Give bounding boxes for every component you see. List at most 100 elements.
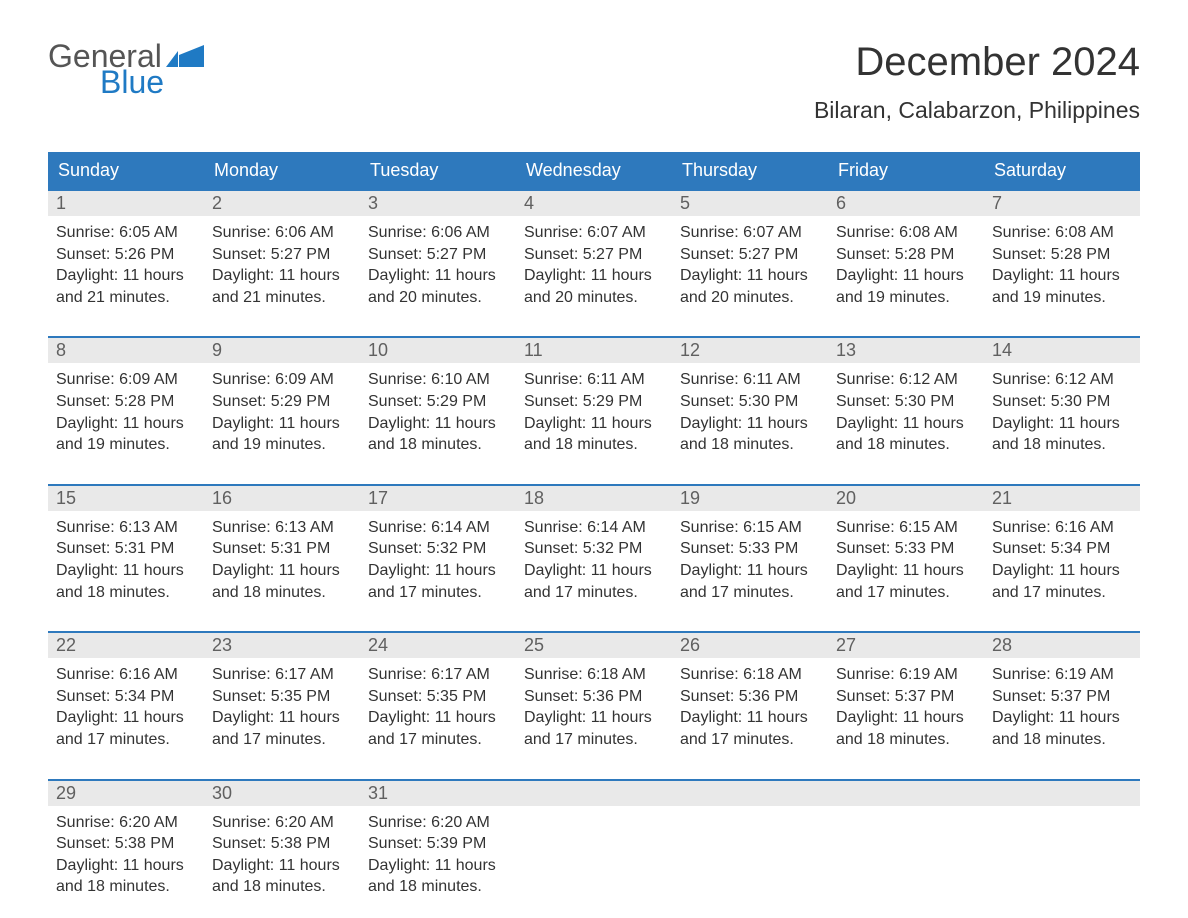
sunset-text: Sunset: 5:38 PM <box>56 833 196 855</box>
sunrise-text: Sunrise: 6:19 AM <box>992 664 1132 686</box>
sunset-text: Sunset: 5:32 PM <box>524 538 664 560</box>
daylight-text-1: Daylight: 11 hours <box>524 265 664 287</box>
daylight-text-2: and 17 minutes. <box>992 582 1132 604</box>
sunset-text: Sunset: 5:31 PM <box>56 538 196 560</box>
day-of-week-header: Sunday Monday Tuesday Wednesday Thursday… <box>48 152 1140 189</box>
day-number: 24 <box>360 633 516 658</box>
daylight-text-2: and 18 minutes. <box>524 434 664 456</box>
day-cell: Sunrise: 6:20 AMSunset: 5:38 PMDaylight:… <box>204 806 360 904</box>
sunset-text: Sunset: 5:35 PM <box>368 686 508 708</box>
daylight-text-2: and 19 minutes. <box>992 287 1132 309</box>
sunrise-text: Sunrise: 6:09 AM <box>56 369 196 391</box>
daylight-text-1: Daylight: 11 hours <box>368 413 508 435</box>
sunset-text: Sunset: 5:32 PM <box>368 538 508 560</box>
week-row: 891011121314Sunrise: 6:09 AMSunset: 5:28… <box>48 336 1140 461</box>
day-cell: Sunrise: 6:11 AMSunset: 5:29 PMDaylight:… <box>516 363 672 461</box>
sunset-text: Sunset: 5:29 PM <box>368 391 508 413</box>
daylight-text-1: Daylight: 11 hours <box>524 707 664 729</box>
week-row: 293031Sunrise: 6:20 AMSunset: 5:38 PMDay… <box>48 779 1140 904</box>
day-number: 4 <box>516 191 672 216</box>
sunrise-text: Sunrise: 6:15 AM <box>680 517 820 539</box>
dow-friday: Friday <box>828 152 984 189</box>
sunset-text: Sunset: 5:35 PM <box>212 686 352 708</box>
day-cell: Sunrise: 6:17 AMSunset: 5:35 PMDaylight:… <box>360 658 516 756</box>
day-cell: Sunrise: 6:08 AMSunset: 5:28 PMDaylight:… <box>984 216 1140 314</box>
sunrise-text: Sunrise: 6:20 AM <box>56 812 196 834</box>
daylight-text-2: and 20 minutes. <box>680 287 820 309</box>
page-header: General Blue December 2024 Bilaran, Cala… <box>48 40 1140 124</box>
day-number: 26 <box>672 633 828 658</box>
day-number: 3 <box>360 191 516 216</box>
sunset-text: Sunset: 5:30 PM <box>836 391 976 413</box>
day-cell: Sunrise: 6:05 AMSunset: 5:26 PMDaylight:… <box>48 216 204 314</box>
sunset-text: Sunset: 5:29 PM <box>212 391 352 413</box>
day-number: 29 <box>48 781 204 806</box>
sunrise-text: Sunrise: 6:07 AM <box>524 222 664 244</box>
sunset-text: Sunset: 5:34 PM <box>56 686 196 708</box>
daylight-text-2: and 17 minutes. <box>212 729 352 751</box>
daylight-text-1: Daylight: 11 hours <box>992 265 1132 287</box>
sunset-text: Sunset: 5:33 PM <box>836 538 976 560</box>
daylight-text-1: Daylight: 11 hours <box>992 413 1132 435</box>
day-number: 30 <box>204 781 360 806</box>
sunrise-text: Sunrise: 6:14 AM <box>524 517 664 539</box>
day-cell: Sunrise: 6:14 AMSunset: 5:32 PMDaylight:… <box>360 511 516 609</box>
sunrise-text: Sunrise: 6:15 AM <box>836 517 976 539</box>
day-cell <box>828 806 984 904</box>
daylight-text-1: Daylight: 11 hours <box>56 707 196 729</box>
daylight-text-1: Daylight: 11 hours <box>368 707 508 729</box>
sunrise-text: Sunrise: 6:16 AM <box>992 517 1132 539</box>
sunrise-text: Sunrise: 6:09 AM <box>212 369 352 391</box>
daylight-text-2: and 18 minutes. <box>212 876 352 898</box>
sunrise-text: Sunrise: 6:06 AM <box>368 222 508 244</box>
daylight-text-2: and 18 minutes. <box>836 729 976 751</box>
day-number: 17 <box>360 486 516 511</box>
sunset-text: Sunset: 5:37 PM <box>992 686 1132 708</box>
day-cell: Sunrise: 6:13 AMSunset: 5:31 PMDaylight:… <box>204 511 360 609</box>
logo-text-blue: Blue <box>100 66 204 98</box>
day-number: 16 <box>204 486 360 511</box>
sunset-text: Sunset: 5:34 PM <box>992 538 1132 560</box>
day-number <box>984 781 1140 806</box>
daylight-text-1: Daylight: 11 hours <box>680 265 820 287</box>
daylight-text-1: Daylight: 11 hours <box>524 413 664 435</box>
day-cell <box>516 806 672 904</box>
day-cell: Sunrise: 6:12 AMSunset: 5:30 PMDaylight:… <box>984 363 1140 461</box>
day-cell <box>984 806 1140 904</box>
day-number <box>516 781 672 806</box>
day-number-row: 22232425262728 <box>48 633 1140 658</box>
daylight-text-2: and 17 minutes. <box>368 729 508 751</box>
day-number: 28 <box>984 633 1140 658</box>
day-cell: Sunrise: 6:14 AMSunset: 5:32 PMDaylight:… <box>516 511 672 609</box>
sunrise-text: Sunrise: 6:06 AM <box>212 222 352 244</box>
sunrise-text: Sunrise: 6:05 AM <box>56 222 196 244</box>
day-number: 31 <box>360 781 516 806</box>
calendar: Sunday Monday Tuesday Wednesday Thursday… <box>48 152 1140 904</box>
daylight-text-1: Daylight: 11 hours <box>524 560 664 582</box>
day-cell: Sunrise: 6:20 AMSunset: 5:38 PMDaylight:… <box>48 806 204 904</box>
day-number: 7 <box>984 191 1140 216</box>
daylight-text-2: and 18 minutes. <box>56 582 196 604</box>
day-number: 10 <box>360 338 516 363</box>
day-cell: Sunrise: 6:06 AMSunset: 5:27 PMDaylight:… <box>360 216 516 314</box>
dow-wednesday: Wednesday <box>516 152 672 189</box>
daylight-text-1: Daylight: 11 hours <box>368 560 508 582</box>
day-number: 18 <box>516 486 672 511</box>
day-cell: Sunrise: 6:12 AMSunset: 5:30 PMDaylight:… <box>828 363 984 461</box>
daylight-text-2: and 19 minutes. <box>212 434 352 456</box>
sunset-text: Sunset: 5:29 PM <box>524 391 664 413</box>
week-row: 22232425262728Sunrise: 6:16 AMSunset: 5:… <box>48 631 1140 756</box>
daylight-text-2: and 17 minutes. <box>524 729 664 751</box>
daylight-text-1: Daylight: 11 hours <box>56 413 196 435</box>
daylight-text-1: Daylight: 11 hours <box>836 707 976 729</box>
sunrise-text: Sunrise: 6:10 AM <box>368 369 508 391</box>
logo: General Blue <box>48 40 204 98</box>
daylight-text-1: Daylight: 11 hours <box>836 560 976 582</box>
day-number-row: 293031 <box>48 781 1140 806</box>
day-cell: Sunrise: 6:08 AMSunset: 5:28 PMDaylight:… <box>828 216 984 314</box>
day-number: 12 <box>672 338 828 363</box>
day-number: 5 <box>672 191 828 216</box>
dow-sunday: Sunday <box>48 152 204 189</box>
sunrise-text: Sunrise: 6:11 AM <box>524 369 664 391</box>
dow-saturday: Saturday <box>984 152 1140 189</box>
